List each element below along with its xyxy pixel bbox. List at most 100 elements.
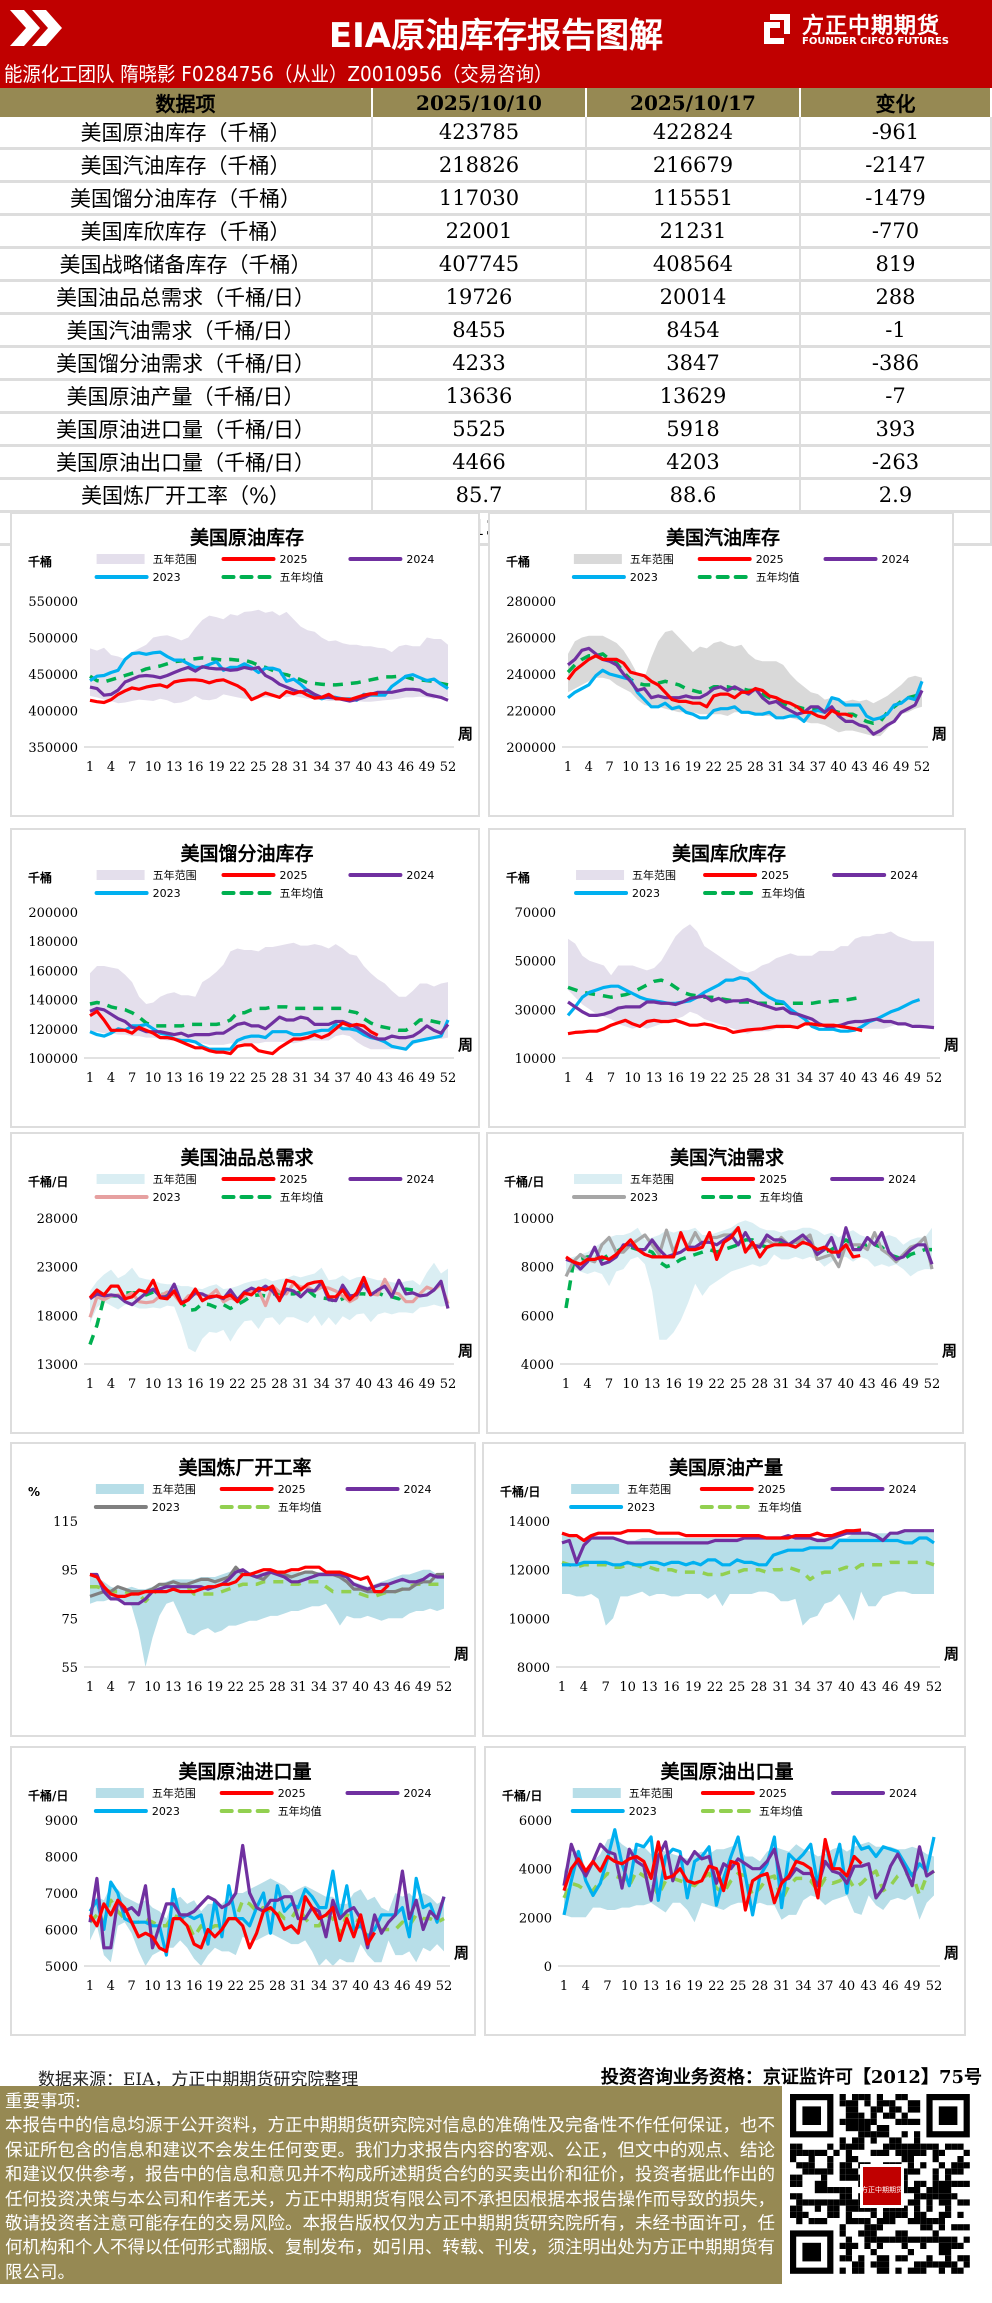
x-tick-label: 13 [165,1680,182,1695]
x-tick-label: 40 [352,1979,369,1994]
x-tick-label: 19 [687,1377,704,1392]
series-2025-line [89,1565,390,1598]
x-tick-label: 37 [816,1680,833,1695]
x-tick-label: 4 [580,1680,588,1695]
legend-label: 2023 [627,1501,655,1514]
value-change: 288 [800,280,992,315]
legend-label: 2024 [404,1483,432,1496]
x-tick-label: 37 [332,1979,349,1994]
row-label: 美国油品总需求（千桶/日） [0,280,373,315]
x-tick-label: 10 [144,1979,161,1994]
x-tick-label: 52 [926,1979,943,1994]
legend-label: 2023 [153,571,181,584]
x-tick-label: 25 [248,1680,265,1695]
chart-panel: 美国炼厂开工率% 五年范围 2025 2024 2023 五年均值 55 75 95 115 1 4 7… [10,1442,476,1737]
x-tick-label: 7 [128,1377,136,1392]
row-label: 美国汽油需求（千桶/日） [0,313,373,348]
x-tick-label: 25 [732,1071,749,1086]
x-tick-label: 34 [789,760,806,775]
chart-panel: 美国汽油库存 千桶 五年范围 2025 2024 2023 五年均值 200000 220000… [488,512,954,817]
x-tick-label: 34 [313,1377,330,1392]
row-label: 美国原油库存（千桶） [0,117,373,150]
legend-label: 2023 [152,1501,180,1514]
legend-label: 五年均值 [280,886,324,900]
x-tick-label: 25 [730,1377,747,1392]
y-tick-label: 50000 [515,955,556,970]
series-2024-line [562,1840,935,1902]
y-tick-label: 400000 [28,705,78,720]
x-axis-label: 周 [458,1342,473,1360]
x-axis-label: 周 [944,1036,959,1054]
y-tick-label: 30000 [515,1003,556,1018]
legend-swatch-range [571,1484,620,1494]
x-tick-label: 37 [818,1071,835,1086]
qr-code[interactable]: 方正中期期货 [782,2088,982,2284]
x-tick-label: 7 [605,1377,613,1392]
chart-legend: 五年范围 2025 2024 2023 五年均值 [93,1786,432,1818]
x-tick-label: 31 [773,1377,790,1392]
y-tick-label: 95 [61,1564,78,1579]
x-tick-label: 13 [165,1979,182,1994]
x-tick-label: 40 [355,1071,372,1086]
x-tick-label: 13 [643,760,660,775]
legend-label: 五年均值 [759,1804,803,1818]
x-tick-label: 34 [797,1071,814,1086]
legend-swatch-range [96,870,145,880]
x-tick-label: 43 [851,760,868,775]
series-2024-line [88,1843,446,1950]
y-tick-label: 8000 [521,1261,554,1276]
qr-center-logo: 方正中期期货 [861,2185,903,2194]
legend-label: 2023 [632,887,660,900]
y-tick-label: 200000 [28,906,78,921]
x-tick-label: 43 [861,1071,878,1086]
x-tick-label: 52 [914,760,931,775]
y-tick-label: 13000 [37,1358,78,1373]
x-tick-label: 37 [334,1377,351,1392]
x-tick-label: 19 [207,1979,224,1994]
chart-legend: 五年范围 2025 2024 2023 五年均值 [94,552,434,584]
legend-label: 五年范围 [630,1172,674,1186]
x-tick-label: 49 [415,1979,432,1994]
legend-label: 2024 [889,1787,917,1800]
five-year-range-area [90,1262,448,1353]
row-label: 美国馏分油需求（千桶/日） [0,346,373,381]
y-tick-label: 8000 [45,1851,78,1866]
chart-panel: 美国馏分油库存 千桶 五年范围 2025 2024 2023 五年均值 100000 12000… [10,828,480,1128]
x-tick-label: 37 [334,1071,351,1086]
chart-title: 美国炼厂开工率 [178,1456,311,1479]
team-subtitle: 能源化工团队 隋晓影 F0284756（从业）Z0010956（交易咨询） [4,62,553,86]
x-tick-label: 1 [560,1979,568,1994]
x-tick-label: 34 [311,1680,328,1695]
x-tick-label: 10 [145,1377,162,1392]
x-tick-label: 13 [644,1377,661,1392]
y-tick-label: 500000 [28,632,78,647]
table-row: 美国馏分油需求（千桶/日） 4233 3847 -386 [0,346,992,381]
x-tick-label: 49 [419,1377,436,1392]
legend-label: 2025 [280,553,308,566]
row-label: 美国原油进口量（千桶/日） [0,412,373,447]
x-tick-label: 46 [398,1377,415,1392]
legend-swatch-range [96,1174,145,1184]
y-tick-label: 350000 [28,741,78,756]
y-axis-unit: 千桶/日 [504,1174,544,1189]
series-2025-line [89,1009,379,1056]
x-tick-label: 49 [904,1680,921,1695]
x-tick-label: 22 [707,1680,724,1695]
chart-legend: 五年范围 2025 2024 2023 五年均值 [572,1172,916,1204]
value-prev: 4466 [372,445,587,480]
x-tick-label: 46 [394,1680,411,1695]
chart-title: 美国原油库存 [190,526,304,549]
x-tick-label: 28 [271,1071,288,1086]
legend-label: 五年均值 [756,570,800,584]
y-tick-label: 4000 [521,1358,554,1373]
x-tick-label: 7 [603,1979,611,1994]
value-change: -1479 [800,181,992,216]
row-label: 美国原油出口量（千桶/日） [0,445,373,480]
y-tick-label: 4000 [519,1863,552,1878]
legend-swatch-range [576,870,625,880]
legend-swatch-range [95,1788,144,1798]
legend-label: 五年均值 [761,886,805,900]
legend-label: 2025 [280,869,308,882]
